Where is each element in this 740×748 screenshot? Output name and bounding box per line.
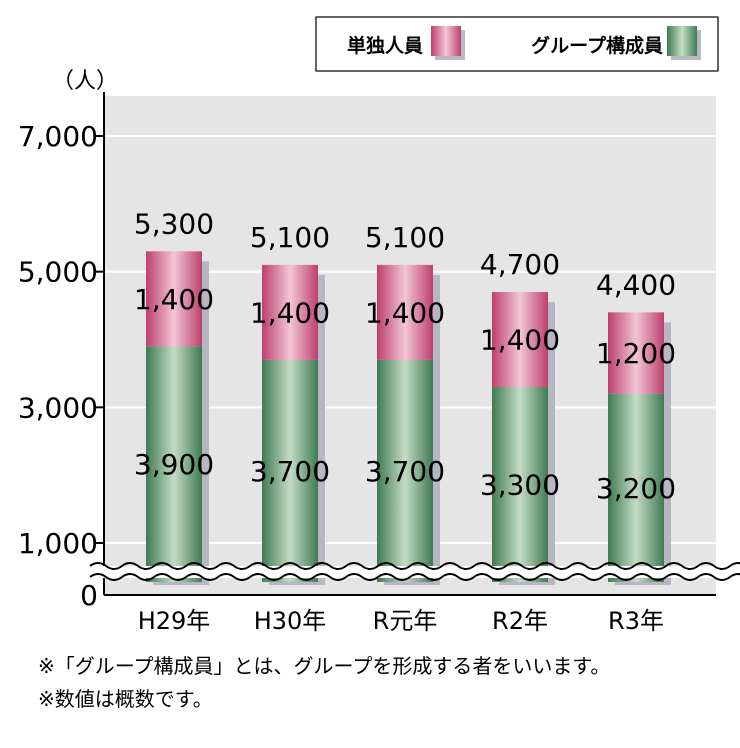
legend-box bbox=[315, 16, 719, 72]
bar-total-label: 4,700 bbox=[480, 248, 560, 281]
x-category-label: H30年 bbox=[254, 607, 327, 635]
bar-group-member bbox=[608, 393, 664, 582]
legend-label-single: 単独人員 bbox=[347, 34, 423, 57]
x-category-label: R3年 bbox=[608, 607, 664, 635]
bar-single-member bbox=[262, 264, 318, 360]
bar-total-label: 4,400 bbox=[596, 268, 676, 301]
x-category-label: R2年 bbox=[492, 607, 548, 635]
y-unit-label: （人） bbox=[52, 69, 118, 94]
axis-break-line-lower bbox=[89, 573, 740, 581]
bars: 5,300 1,400 3,900 5,100 1,400 3,700 5,100 1,400… bbox=[134, 207, 676, 585]
y-axis-ticks: 0 1,000 3,000 5,000 7,000 bbox=[18, 120, 104, 612]
legend-swatch-group bbox=[667, 26, 697, 56]
x-category-label: R元年 bbox=[373, 607, 438, 635]
bar-total-label: 5,300 bbox=[134, 207, 214, 240]
y-tick-label: 0 bbox=[80, 579, 98, 612]
bar-single-value-label: 1,200 bbox=[596, 337, 676, 370]
y-tick-label: 5,000 bbox=[18, 256, 98, 289]
bar-single-member bbox=[377, 264, 433, 360]
bar-group-value-label: 3,700 bbox=[250, 455, 330, 488]
bar-group-value-label: 3,200 bbox=[596, 472, 676, 505]
bar-single-member bbox=[608, 312, 664, 394]
bar-total-label: 5,100 bbox=[365, 221, 445, 254]
y-tick-label: 7,000 bbox=[18, 120, 98, 153]
bar-group-member bbox=[262, 359, 318, 582]
bar-group-member bbox=[492, 386, 548, 582]
bar-group-value-label: 3,900 bbox=[134, 448, 214, 481]
legend: 単独人員 グループ構成員 bbox=[315, 16, 719, 72]
bar-single-value-label: 1,400 bbox=[365, 296, 445, 329]
bar-single-member bbox=[492, 292, 548, 387]
legend-label-group: グループ構成員 bbox=[531, 34, 663, 57]
bar-single-value-label: 1,400 bbox=[134, 283, 214, 316]
note-approximate: ※数値は概数です。 bbox=[38, 687, 213, 711]
bar-group-value-label: 3,700 bbox=[365, 455, 445, 488]
legend-swatch-single bbox=[431, 26, 461, 56]
bar-single-value-label: 1,400 bbox=[250, 296, 330, 329]
bar-group-member bbox=[146, 346, 202, 582]
axis-break-line-upper bbox=[89, 562, 740, 570]
bar-group-value-label: 3,300 bbox=[480, 468, 560, 501]
bar-single-member bbox=[146, 251, 202, 347]
bar-group-member bbox=[377, 359, 433, 582]
y-tick-label: 1,000 bbox=[18, 527, 98, 560]
note-definition: ※「グループ構成員」とは、グループを形成する者をいいます。 bbox=[38, 654, 611, 678]
axis-break bbox=[89, 562, 740, 581]
bar-total-label: 5,100 bbox=[250, 221, 330, 254]
x-axis-labels: H29年 H30年 R元年 R2年 R3年 bbox=[138, 607, 664, 635]
y-tick-label: 3,000 bbox=[18, 391, 98, 424]
bar-single-value-label: 1,400 bbox=[480, 324, 560, 357]
x-category-label: H29年 bbox=[138, 607, 211, 635]
